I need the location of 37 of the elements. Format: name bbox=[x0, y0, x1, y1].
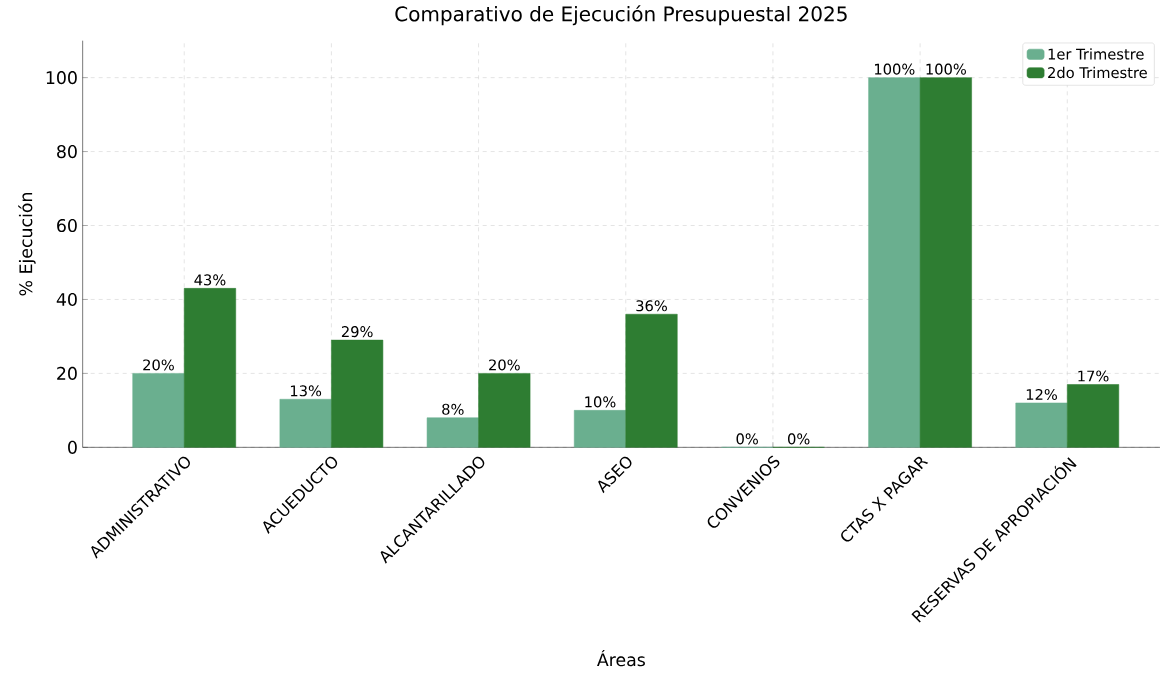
bar bbox=[868, 77, 921, 448]
y-tick-label: 80 bbox=[57, 145, 77, 159]
data-label: 13% bbox=[290, 385, 322, 397]
bar bbox=[183, 288, 236, 448]
data-label: 100% bbox=[926, 63, 966, 75]
y-tick-label: 40 bbox=[56, 292, 77, 307]
legend-label: 2do Trimestre bbox=[1048, 66, 1147, 79]
legend-label: 1er Trimestre bbox=[1048, 48, 1144, 60]
bar bbox=[625, 313, 678, 448]
y-tick-label: 100 bbox=[46, 71, 77, 85]
x-axis-title: Áreas bbox=[597, 649, 645, 667]
bar bbox=[331, 339, 384, 448]
data-label: 0% bbox=[788, 433, 810, 445]
data-label: 20% bbox=[143, 359, 174, 371]
y-tick-label: 60 bbox=[57, 218, 77, 233]
y-axis-title: % Ejecución bbox=[18, 193, 36, 296]
data-label: 43% bbox=[194, 274, 226, 286]
bar bbox=[279, 399, 332, 448]
chart-title: Comparativo de Ejecución Presupuestal 2025 bbox=[395, 5, 847, 26]
data-label: 20% bbox=[489, 359, 520, 371]
data-label: 29% bbox=[341, 326, 373, 338]
bar bbox=[919, 77, 972, 448]
bar bbox=[132, 373, 185, 448]
y-tick-label: 0 bbox=[68, 440, 77, 454]
data-label: 36% bbox=[636, 300, 667, 312]
bar bbox=[1015, 402, 1068, 448]
bar bbox=[426, 417, 479, 448]
bar bbox=[573, 410, 627, 448]
bar bbox=[1067, 384, 1120, 448]
y-tick-label: 20 bbox=[57, 366, 77, 380]
data-label: 12% bbox=[1026, 388, 1057, 401]
data-label: 8% bbox=[442, 403, 464, 415]
data-label: 10% bbox=[585, 396, 616, 408]
data-label: 100% bbox=[874, 63, 915, 75]
data-label: 17% bbox=[1078, 370, 1109, 382]
data-label: 0% bbox=[736, 433, 758, 445]
bar bbox=[478, 373, 531, 448]
